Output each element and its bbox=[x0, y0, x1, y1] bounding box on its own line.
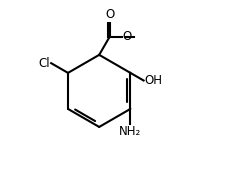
Text: NH₂: NH₂ bbox=[119, 125, 141, 138]
Text: O: O bbox=[122, 30, 131, 43]
Text: O: O bbox=[104, 8, 114, 21]
Text: Cl: Cl bbox=[38, 57, 50, 70]
Text: OH: OH bbox=[144, 74, 162, 87]
